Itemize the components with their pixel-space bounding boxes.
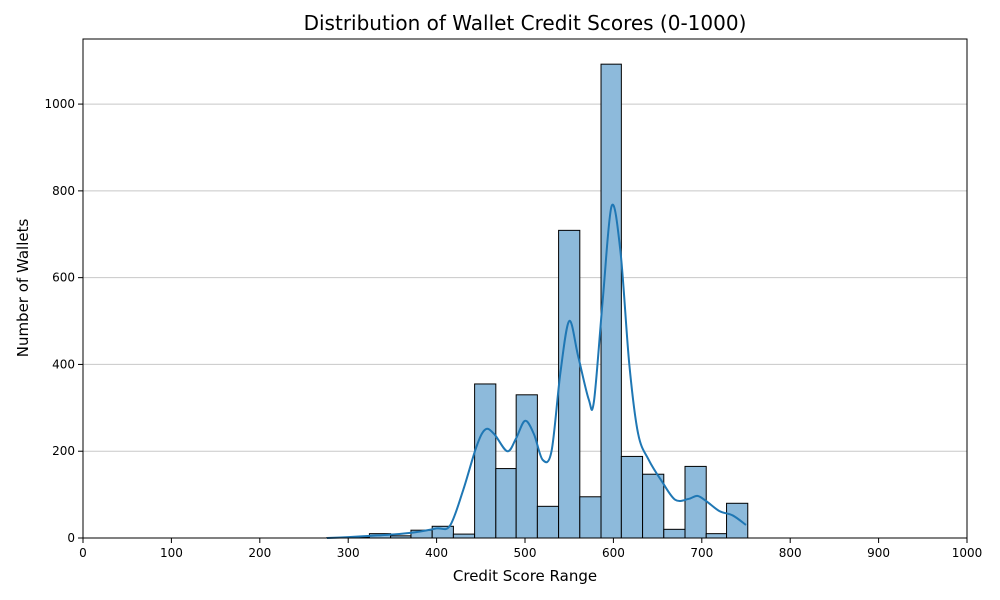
y-tick-label: 800 — [52, 184, 75, 198]
histogram-bar — [515, 394, 538, 539]
y-tick-label: 600 — [52, 271, 75, 285]
y-axis-label: Number of Wallets — [14, 219, 32, 358]
x-tick-label: 200 — [248, 546, 271, 560]
histogram-bar — [579, 496, 602, 539]
x-tick-label: 1000 — [952, 546, 983, 560]
x-tick-label: 300 — [337, 546, 360, 560]
histogram-bar — [705, 533, 728, 539]
y-gridlines — [83, 103, 967, 452]
histogram-bar — [495, 468, 517, 539]
x-tick-label: 0 — [79, 546, 87, 560]
histogram-bar — [452, 533, 476, 539]
x-tick-label: 800 — [779, 546, 802, 560]
x-tick-label: 100 — [160, 546, 183, 560]
kde-curve — [326, 203, 747, 539]
x-tick-label: 700 — [690, 546, 713, 560]
x-tick-label: 500 — [514, 546, 537, 560]
histogram-bar — [536, 505, 560, 539]
y-tick-label: 200 — [52, 444, 75, 458]
histogram-bar — [600, 63, 622, 539]
chart-title: Distribution of Wallet Credit Scores (0-… — [304, 11, 747, 35]
x-axis-ticks: 0 100 200 300 400 500 600 700 800 900 1000 — [79, 538, 982, 560]
histogram-bar — [620, 455, 644, 539]
histogram-bar — [684, 465, 707, 539]
histogram-bar — [726, 502, 749, 539]
histogram-bar — [474, 383, 497, 539]
x-tick-label: 600 — [602, 546, 625, 560]
y-tick-label: 400 — [52, 357, 75, 371]
histogram-bar — [663, 528, 686, 539]
histogram-bars — [326, 63, 749, 539]
y-tick-label: 0 — [67, 531, 75, 545]
y-axis-ticks: 0 200 400 600 800 1000 — [44, 97, 83, 545]
y-tick-label: 1000 — [44, 97, 75, 111]
histogram-bar — [558, 229, 581, 539]
x-tick-label: 900 — [867, 546, 890, 560]
x-axis-label: Credit Score Range — [453, 567, 597, 585]
x-tick-label: 400 — [425, 546, 448, 560]
histogram-bar — [642, 473, 665, 539]
